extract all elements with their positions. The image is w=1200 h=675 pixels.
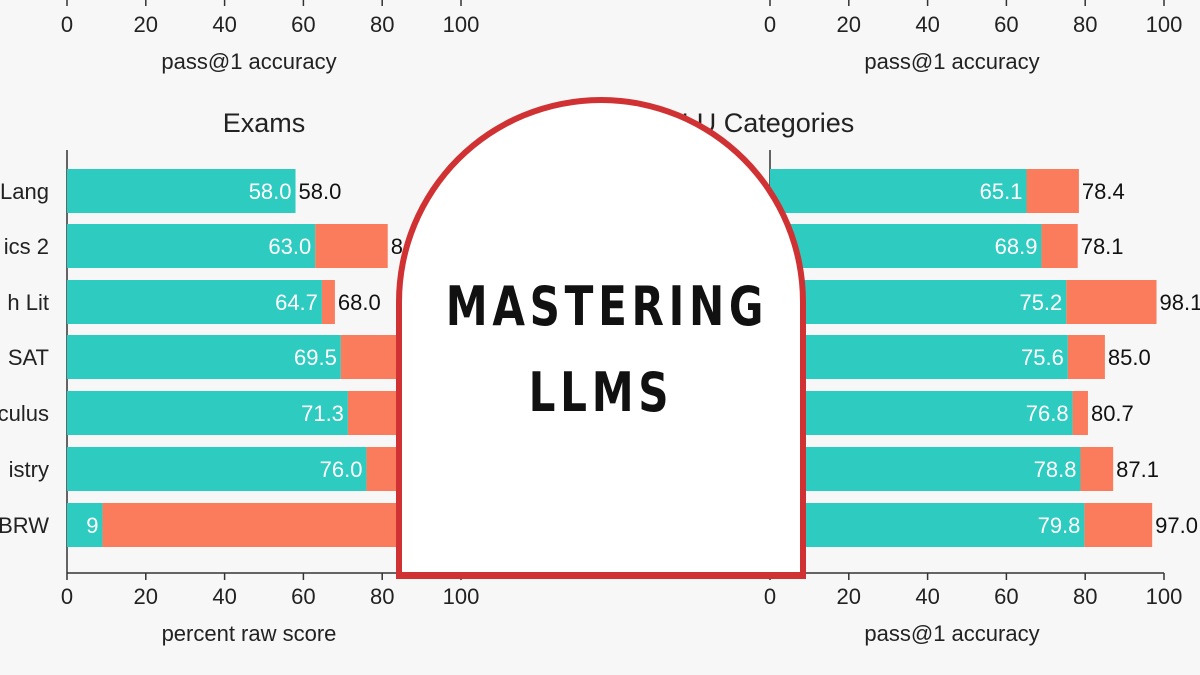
chart3-tick-label-0: 0 xyxy=(764,584,776,609)
chart2-bar-base-5 xyxy=(67,447,367,491)
chart2-category-label-4: culus xyxy=(0,401,49,426)
chart3-base-value-label-5: 78.8 xyxy=(1034,457,1077,482)
chart3-bar-base-2 xyxy=(770,280,1067,324)
chart1-axis-title: pass@1 accuracy xyxy=(864,49,1039,74)
chart2-tick-label-5: 100 xyxy=(443,584,480,609)
chart2-base-value-label-2: 64.7 xyxy=(275,290,318,315)
chart3-axis-title: pass@1 accuracy xyxy=(864,621,1039,646)
chart0-tick-label-0: 0 xyxy=(61,12,73,37)
chart2-base-value-label-6: 9 xyxy=(86,513,98,538)
chart1-tick-label-4: 80 xyxy=(1073,12,1097,37)
chart3-base-value-label-6: 79.8 xyxy=(1038,513,1081,538)
chart0-tick-label-2: 40 xyxy=(212,12,236,37)
chart3-bar-improvement-4 xyxy=(1072,391,1088,435)
chart0-tick-label-3: 60 xyxy=(291,12,315,37)
chart3-tick-label-2: 40 xyxy=(915,584,939,609)
chart3-base-value-label-2: 75.2 xyxy=(1019,290,1062,315)
chart3-base-value-label-3: 75.6 xyxy=(1021,345,1064,370)
chart1-tick-label-5: 100 xyxy=(1146,12,1183,37)
chart2-tick-label-2: 40 xyxy=(212,584,236,609)
chart2-category-label-2: h Lit xyxy=(7,290,49,315)
chart2-tick-label-1: 20 xyxy=(134,584,158,609)
chart1-tick-label-3: 60 xyxy=(994,12,1018,37)
chart3-total-value-label-4: 80.7 xyxy=(1091,401,1134,426)
chart2-base-value-label-1: 63.0 xyxy=(268,234,311,259)
chart2-base-value-label-5: 76.0 xyxy=(320,457,363,482)
chart2-bar-improvement-1 xyxy=(315,224,388,268)
chart3-bar-improvement-6 xyxy=(1084,503,1153,547)
chart0-tick-label-5: 100 xyxy=(443,12,480,37)
chart1-tick-label-0: 0 xyxy=(764,12,776,37)
chart3-bar-base-1 xyxy=(770,224,1042,268)
chart3-bar-improvement-2 xyxy=(1066,280,1157,324)
chart2-category-label-0: Lang xyxy=(0,179,49,204)
badge-title-line1: MASTERING xyxy=(445,275,769,338)
chart3-tick-label-1: 20 xyxy=(837,584,861,609)
chart2-base-value-label-0: 58.0 xyxy=(249,179,292,204)
chart2-total-value-label-2: 68.0 xyxy=(338,290,381,315)
chart2-bar-base-2 xyxy=(67,280,322,324)
chart3-base-value-label-4: 76.8 xyxy=(1026,401,1069,426)
chart2-category-label-1: ics 2 xyxy=(4,234,49,259)
chart2-category-label-5: istry xyxy=(9,457,49,482)
chart3-bar-base-6 xyxy=(770,503,1085,547)
chart0-tick-label-1: 20 xyxy=(134,12,158,37)
chart3-total-value-label-6: 97.0 xyxy=(1155,513,1198,538)
chart3-base-value-label-0: 65.1 xyxy=(980,179,1023,204)
chart2-bar-base-0 xyxy=(67,169,296,213)
chart2-total-value-label-0: 58.0 xyxy=(299,179,342,204)
chart3-bar-improvement-0 xyxy=(1026,169,1079,213)
chart2-tick-label-4: 80 xyxy=(370,584,394,609)
chart2-bar-base-6 xyxy=(67,503,103,547)
chart3-total-value-label-1: 78.1 xyxy=(1081,234,1124,259)
chart2-bar-improvement-3 xyxy=(340,335,402,379)
chart3-total-value-label-3: 85.0 xyxy=(1108,345,1151,370)
chart2-axis-title: percent raw score xyxy=(162,621,337,646)
chart3-bar-improvement-1 xyxy=(1041,224,1078,268)
chart2-tick-label-3: 60 xyxy=(291,584,315,609)
chart3-base-value-label-1: 68.9 xyxy=(995,234,1038,259)
chart2-base-value-label-3: 69.5 xyxy=(294,345,337,370)
chart2-bar-base-4 xyxy=(67,391,348,435)
chart2-category-label-6: BRW xyxy=(0,513,49,538)
chart3-bar-base-0 xyxy=(770,169,1027,213)
chart3-tick-label-4: 80 xyxy=(1073,584,1097,609)
chart3-total-value-label-0: 78.4 xyxy=(1082,179,1125,204)
chart2-category-label-3: SAT xyxy=(8,345,49,370)
chart3-bar-improvement-3 xyxy=(1067,335,1105,379)
chart2-tick-label-0: 0 xyxy=(61,584,73,609)
chart3-bar-base-3 xyxy=(770,335,1068,379)
chart2-bar-base-3 xyxy=(67,335,341,379)
chart3-bar-improvement-5 xyxy=(1080,447,1114,491)
chart3-tick-label-3: 60 xyxy=(994,584,1018,609)
mastering-llms-badge: MASTERING LLMS xyxy=(396,97,806,579)
chart2-title: Exams xyxy=(223,108,306,138)
chart0-tick-label-4: 80 xyxy=(370,12,394,37)
chart1-tick-label-2: 40 xyxy=(915,12,939,37)
chart3-total-value-label-5: 87.1 xyxy=(1116,457,1159,482)
badge-title-line2: LLMS xyxy=(528,361,674,424)
chart1-tick-label-1: 20 xyxy=(837,12,861,37)
chart0-axis-title: pass@1 accuracy xyxy=(161,49,336,74)
chart3-total-value-label-2: 98.1 xyxy=(1160,290,1200,315)
chart2-bar-base-1 xyxy=(67,224,316,268)
chart3-bar-base-4 xyxy=(770,391,1073,435)
chart2-total-value-label-1: 8 xyxy=(391,234,403,259)
chart3-bar-base-5 xyxy=(770,447,1081,491)
chart2-base-value-label-4: 71.3 xyxy=(301,401,344,426)
chart3-tick-label-5: 100 xyxy=(1146,584,1183,609)
chart2-bar-improvement-2 xyxy=(321,280,335,324)
chart2-bar-improvement-6 xyxy=(102,503,450,547)
